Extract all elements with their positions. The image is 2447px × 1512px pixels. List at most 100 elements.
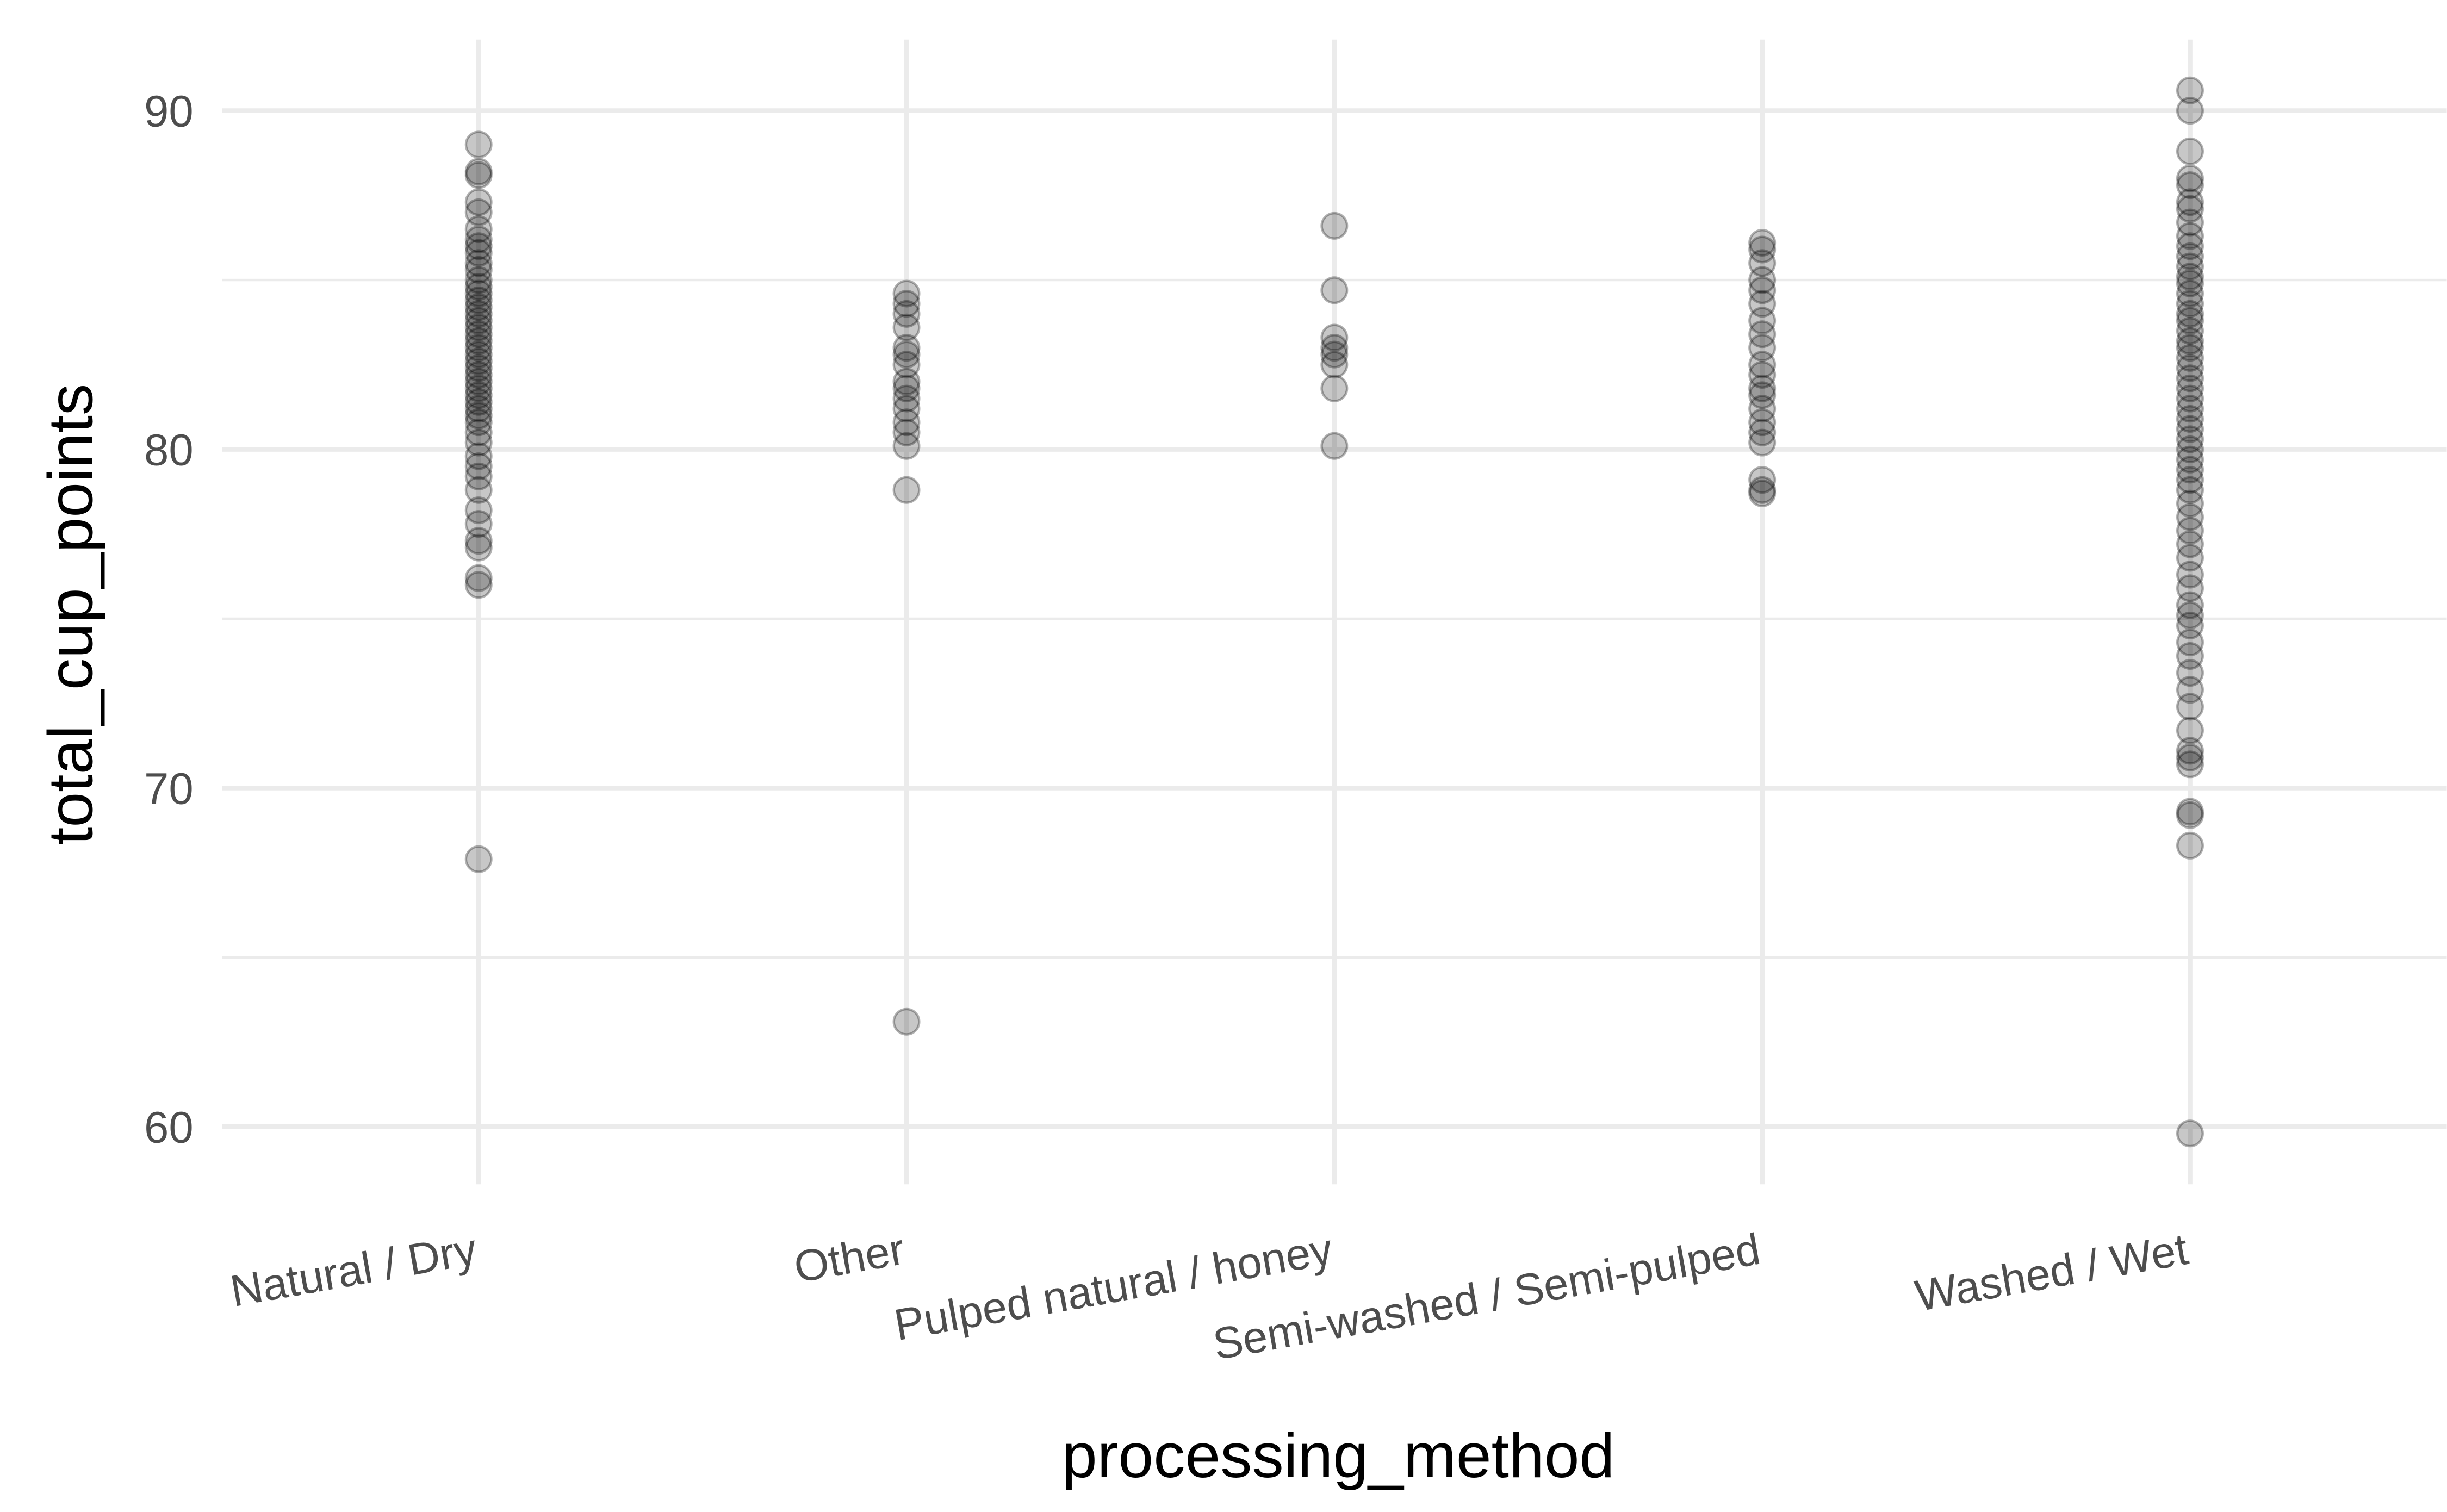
point xyxy=(2176,544,2204,572)
point xyxy=(464,510,493,538)
point xyxy=(2176,445,2204,474)
point xyxy=(2176,195,2204,223)
point xyxy=(464,340,493,369)
point xyxy=(2176,530,2204,558)
point xyxy=(1748,266,1777,294)
point xyxy=(892,418,921,446)
point xyxy=(2176,137,2204,165)
point xyxy=(2176,269,2204,297)
point xyxy=(464,374,493,402)
point xyxy=(464,571,493,599)
point xyxy=(2176,737,2204,765)
point xyxy=(2176,279,2204,308)
point xyxy=(464,452,493,481)
point xyxy=(2176,456,2204,484)
point xyxy=(1320,276,1349,304)
x-tick-label: Other xyxy=(791,1224,909,1292)
point xyxy=(2176,97,2204,125)
point xyxy=(2176,327,2204,355)
point xyxy=(464,462,493,490)
y-tick-label: 60 xyxy=(144,1103,194,1152)
point xyxy=(464,381,493,409)
point xyxy=(1320,334,1349,362)
point xyxy=(892,340,921,369)
point xyxy=(2176,676,2204,704)
point xyxy=(1320,432,1349,460)
y-tick-label: 90 xyxy=(144,87,194,136)
point xyxy=(464,266,493,294)
point xyxy=(2176,405,2204,433)
point xyxy=(1748,334,1777,362)
point xyxy=(464,388,493,416)
point xyxy=(1748,466,1777,494)
point xyxy=(892,395,921,423)
point xyxy=(2176,798,2204,826)
point xyxy=(464,232,493,260)
point xyxy=(464,401,493,430)
point xyxy=(1748,480,1777,507)
point xyxy=(464,845,493,873)
point xyxy=(1748,408,1777,437)
point xyxy=(1748,360,1777,389)
point xyxy=(2176,354,2204,382)
point xyxy=(464,360,493,389)
point xyxy=(892,1007,921,1036)
point xyxy=(2176,344,2204,372)
point xyxy=(2176,208,2204,237)
point xyxy=(464,334,493,362)
point xyxy=(464,293,493,321)
point xyxy=(2176,242,2204,270)
point xyxy=(464,395,493,423)
point xyxy=(2176,415,2204,443)
point xyxy=(2176,693,2204,721)
point xyxy=(2176,300,2204,328)
point xyxy=(2176,290,2204,318)
point xyxy=(892,279,921,308)
point xyxy=(1748,249,1777,277)
point xyxy=(2176,831,2204,860)
point xyxy=(892,432,921,460)
point xyxy=(464,533,493,562)
y-tick-label: 80 xyxy=(144,426,194,475)
y-axis-title: total_cup_points xyxy=(35,384,105,845)
point xyxy=(2176,263,2204,291)
point xyxy=(2176,466,2204,494)
point xyxy=(464,368,493,396)
point xyxy=(2176,222,2204,250)
point xyxy=(2176,574,2204,602)
point xyxy=(2176,188,2204,216)
point xyxy=(464,307,493,335)
point xyxy=(1748,235,1777,264)
point xyxy=(2176,307,2204,335)
point xyxy=(1748,476,1777,504)
point xyxy=(2176,334,2204,362)
point xyxy=(464,428,493,457)
point xyxy=(2176,489,2204,518)
point xyxy=(464,327,493,355)
point xyxy=(464,313,493,341)
point xyxy=(892,374,921,402)
point xyxy=(2176,1119,2204,1148)
point xyxy=(464,198,493,226)
point xyxy=(2176,601,2204,630)
point xyxy=(464,476,493,504)
point xyxy=(1748,381,1777,409)
point xyxy=(464,320,493,349)
point xyxy=(2176,517,2204,545)
point xyxy=(1320,351,1349,379)
point xyxy=(892,368,921,396)
point xyxy=(2176,425,2204,453)
point xyxy=(2176,743,2204,771)
point xyxy=(892,300,921,328)
point xyxy=(1748,290,1777,318)
point xyxy=(2176,717,2204,744)
point xyxy=(464,188,493,216)
point xyxy=(2176,395,2204,423)
point xyxy=(464,161,493,189)
point xyxy=(464,130,493,159)
point xyxy=(1320,211,1349,240)
point xyxy=(464,286,493,314)
point xyxy=(464,300,493,328)
